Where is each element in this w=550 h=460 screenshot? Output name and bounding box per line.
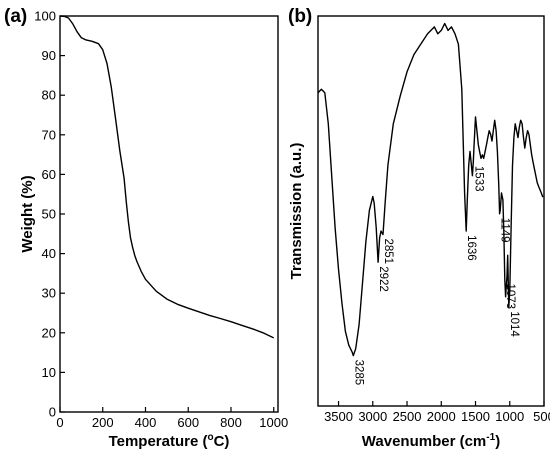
panel-b-peak-label: 2922 bbox=[377, 266, 389, 292]
panel-a-letter: (a) bbox=[4, 6, 27, 27]
panel-b-peak-label: 1533 bbox=[472, 166, 484, 192]
panel-b-x-tick-label: 1500 bbox=[461, 409, 490, 424]
panel-a-y-tick-label: 40 bbox=[42, 246, 56, 261]
panel-b-x-tick-label: 3500 bbox=[324, 409, 353, 424]
panel-a-y-tick-label: 70 bbox=[42, 127, 56, 142]
panel-b-x-label-tail: ) bbox=[495, 433, 500, 450]
panel-b-ticks: 3500 3000 2500 2000 1500 1000 500 bbox=[324, 401, 550, 424]
panel-a-y-tick-label: 30 bbox=[42, 286, 56, 301]
panel-a-y-tick-label: 0 bbox=[49, 405, 56, 420]
panel-a-x-label-tail: C) bbox=[214, 433, 230, 450]
panel-b-peak-label: 1014 bbox=[508, 311, 520, 337]
panel-a-y-tick-label: 90 bbox=[42, 48, 56, 63]
panel-a-x-tick-label: 0 bbox=[56, 415, 63, 430]
panel-a-x-axis-label: Temperature (oC) bbox=[109, 432, 230, 450]
panel-b-x-tick-label: 500 bbox=[533, 409, 550, 424]
panel-a-x-tick-label: 200 bbox=[92, 415, 114, 430]
panel-b-peak-label: 1149 bbox=[499, 218, 511, 243]
panel-a-y-axis-label: Weight (%) bbox=[19, 175, 36, 252]
panel-b-peak-label: 1636 bbox=[465, 235, 477, 261]
panel-b-x-tick-label: 2500 bbox=[393, 409, 422, 424]
panel-a-ticks: 0 200 400 600 800 1000 0 10 20 30 40 50 60 70 80 90 100 bbox=[34, 9, 288, 431]
panel-b-x-label-sup: -1 bbox=[486, 432, 495, 443]
panel-a-x-label-sup: o bbox=[207, 432, 213, 443]
panel-b-x-tick-label: 1000 bbox=[495, 409, 524, 424]
panel-b-x-axis-label: Wavenumber (cm-1) bbox=[362, 432, 500, 450]
panel-a-frame bbox=[59, 15, 279, 413]
panel-b-ftir-curve bbox=[317, 22, 544, 357]
panel-b-peak-label: 3285 bbox=[352, 360, 364, 386]
panel-a-x-label-main: Temperature ( bbox=[109, 433, 208, 450]
panel-a-y-tick-label: 50 bbox=[42, 207, 56, 222]
panel-a-tga-curve bbox=[59, 15, 275, 339]
panel-a-y-tick-label: 20 bbox=[42, 325, 56, 340]
panel-b-x-tick-label: 3000 bbox=[358, 409, 387, 424]
panel-b-peak-label: 1073 bbox=[504, 284, 516, 310]
panel-a-y-tick-label: 10 bbox=[42, 365, 56, 380]
panel-a-x-tick-label: 1000 bbox=[259, 415, 288, 430]
panel-b-x-label-main: Wavenumber (cm bbox=[362, 433, 486, 450]
panel-a-y-tick-label: 60 bbox=[42, 167, 56, 182]
panel-a-x-tick-label: 400 bbox=[135, 415, 157, 430]
panel-b-letter: (b) bbox=[288, 6, 312, 27]
panel-a-x-tick-label: 600 bbox=[177, 415, 199, 430]
panel-a-y-tick-label: 80 bbox=[42, 88, 56, 103]
panel-b-peak-label: 2851 bbox=[382, 239, 394, 265]
panel-b-x-tick-label: 2000 bbox=[427, 409, 456, 424]
panel-a-y-tick-label: 100 bbox=[34, 9, 56, 24]
panel-b-y-axis-label: Transmission (a.u.) bbox=[288, 143, 305, 280]
panel-b-frame bbox=[317, 15, 545, 407]
panel-a-x-tick-label: 800 bbox=[220, 415, 242, 430]
